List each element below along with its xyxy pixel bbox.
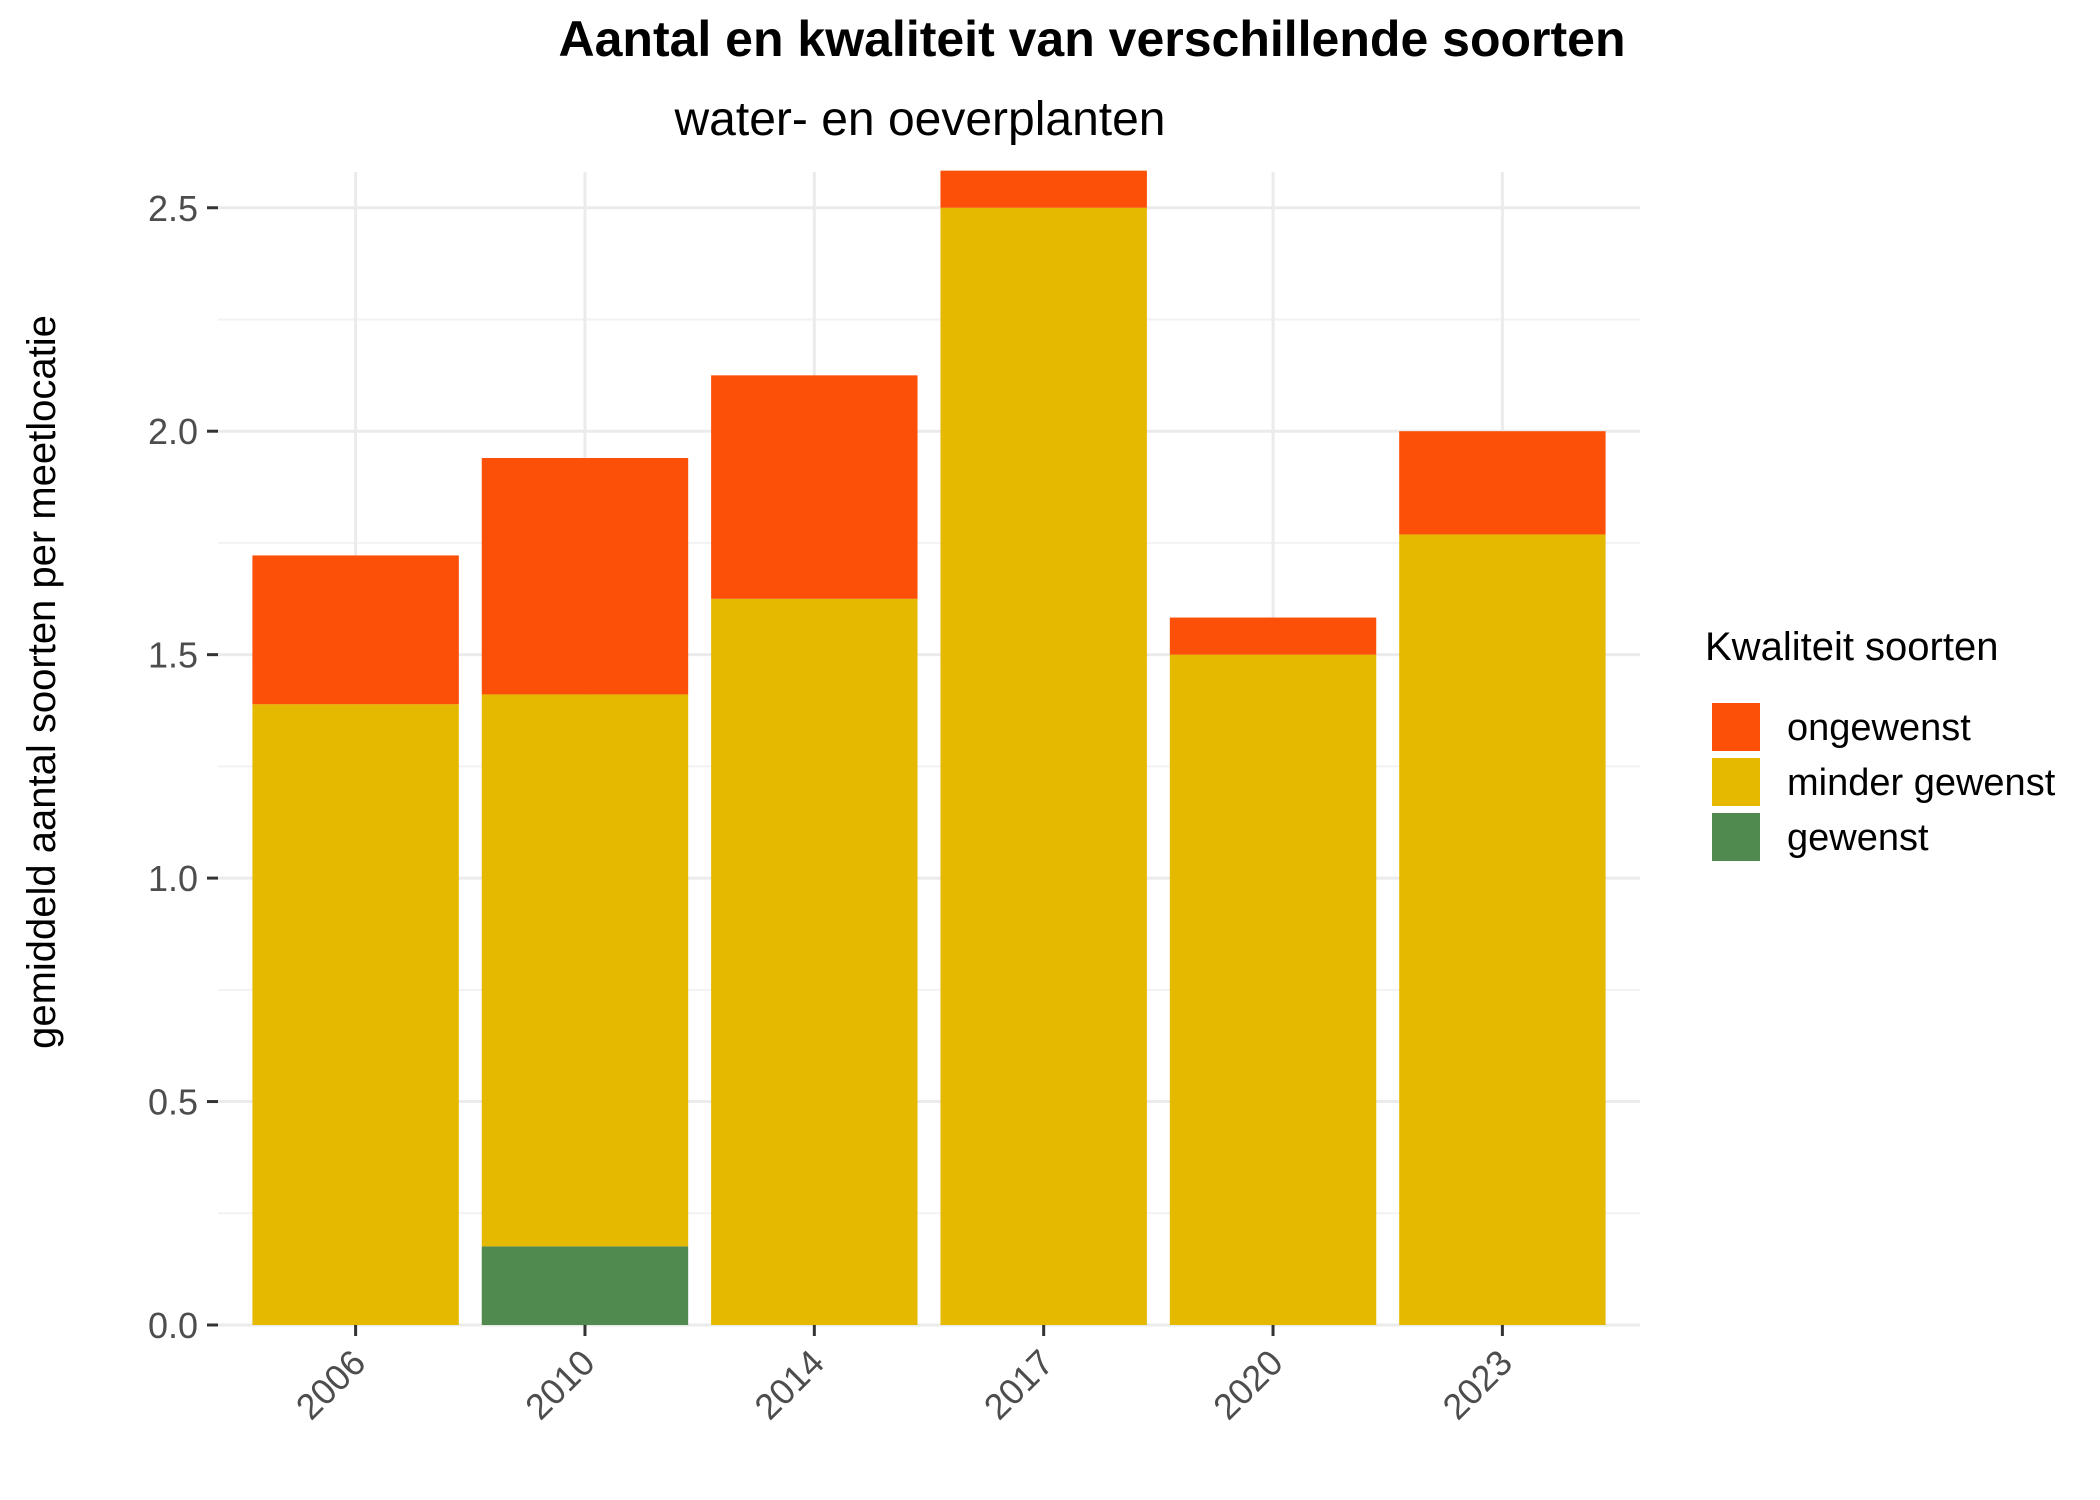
chart-title: Aantal en kwaliteit van verschillende so…	[558, 11, 1625, 67]
chart-subtitle: water- en oeverplanten	[674, 93, 1166, 146]
y-tick-label: 0.0	[148, 1305, 198, 1346]
legend-key-ongewenst	[1712, 703, 1760, 751]
legend-title: Kwaliteit soorten	[1705, 625, 1998, 669]
x-tick-label: 2017	[976, 1342, 1062, 1428]
legend-key-minder-gewenst	[1712, 758, 1760, 806]
bar-2006-minder-gewenst	[252, 704, 459, 1325]
bar-2023-ongewenst	[1399, 431, 1606, 535]
bar-2020-minder-gewenst	[1169, 654, 1377, 1325]
bar-2006-ongewenst	[252, 555, 459, 705]
x-tick-label: 2023	[1434, 1342, 1520, 1428]
bar-2014-ongewenst	[711, 375, 918, 599]
x-tick-label: 2020	[1205, 1342, 1291, 1428]
legend-key-gewenst	[1712, 813, 1760, 861]
bar-2010-gewenst	[481, 1246, 689, 1325]
legend-label-minder-gewenst: minder gewenst	[1787, 762, 2056, 804]
y-tick-label: 1.0	[148, 858, 198, 899]
legend-label-ongewenst: ongewenst	[1787, 707, 1971, 749]
bar-2017-minder-gewenst	[940, 207, 1147, 1325]
bar-2010-ongewenst	[481, 458, 689, 695]
y-tick-label: 2.0	[148, 411, 198, 452]
x-axis: 2006 2010 2014 2017 2020 2023	[288, 1325, 1520, 1427]
x-tick-label: 2014	[746, 1342, 832, 1428]
bar-2014-minder-gewenst	[711, 598, 918, 1325]
bar-2017-ongewenst	[940, 170, 1147, 208]
y-tick-label: 0.5	[148, 1082, 198, 1123]
x-tick-label: 2006	[288, 1342, 374, 1428]
y-axis: 0.0 0.5 1.0 1.5 2.0 2.5	[148, 188, 218, 1346]
y-tick-label: 2.5	[148, 188, 198, 229]
y-tick-label: 1.5	[148, 635, 198, 676]
bar-2023-minder-gewenst	[1399, 534, 1606, 1325]
bars	[252, 170, 1606, 1325]
y-axis-label: gemiddeld aantal soorten per meetlocatie	[20, 315, 64, 1049]
legend: Kwaliteit soorten ongewenst minder gewens…	[1705, 625, 2056, 861]
legend-label-gewenst: gewenst	[1787, 817, 1929, 859]
bar-2020-ongewenst	[1169, 617, 1377, 655]
x-tick-label: 2010	[517, 1342, 603, 1428]
bar-2010-minder-gewenst	[481, 694, 689, 1247]
